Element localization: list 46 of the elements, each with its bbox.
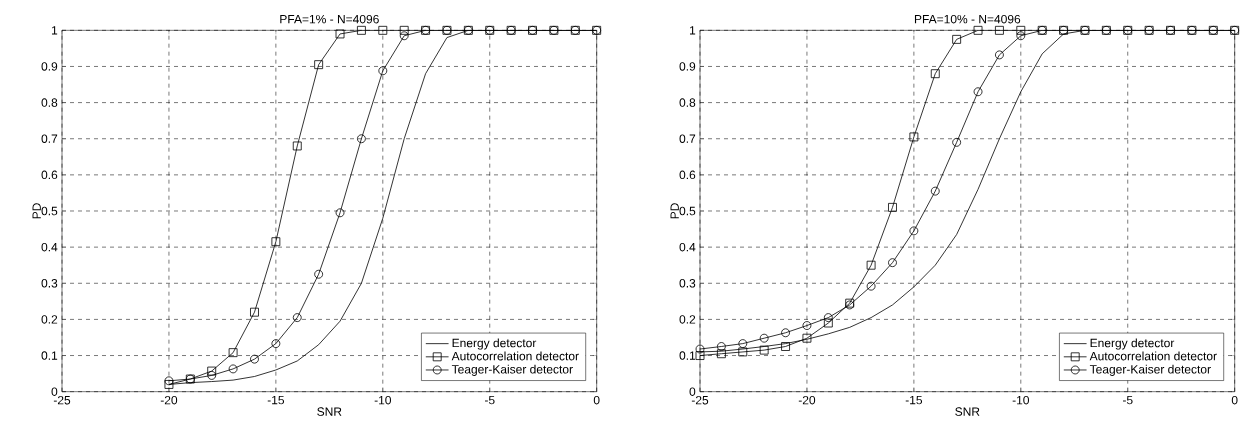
x-tick-label: 0 — [593, 395, 600, 405]
y-tick-label: 0.5 — [41, 206, 58, 216]
chart-title: PFA=1% - N=4096 — [280, 14, 379, 24]
y-tick-label: 0 — [689, 387, 696, 396]
chart-title: PFA=10% - N=4096 — [914, 14, 1021, 24]
x-tick-label: -5 — [484, 395, 495, 405]
legend-label: Teager-Kaiser detector — [451, 364, 573, 376]
x-axis-title: SNR — [955, 407, 980, 416]
y-tick-label: 0 — [51, 387, 58, 396]
y-tick-label: 0.2 — [41, 315, 58, 324]
x-tick-label: -20 — [798, 395, 816, 405]
x-tick-label: -10 — [374, 395, 392, 405]
y-tick-label: 0.1 — [41, 351, 58, 360]
legend-label: Teager-Kaiser detector — [1089, 364, 1211, 376]
x-tick-label: -15 — [905, 395, 923, 405]
legend-label: Energy detector — [1090, 338, 1175, 350]
y-tick-label: 0.8 — [679, 98, 696, 107]
y-tick-label: 0.4 — [41, 242, 58, 252]
y-tick-label: 0.6 — [679, 170, 696, 180]
y-tick-label: 0.1 — [679, 351, 696, 360]
y-tick-label: 0.3 — [679, 279, 696, 288]
x-tick-label: -5 — [1122, 395, 1133, 405]
x-tick-label: -20 — [160, 395, 178, 405]
y-tick-label: 0.7 — [41, 134, 58, 143]
y-tick-label: 0.8 — [41, 98, 58, 107]
legend-label: Energy detector — [452, 338, 537, 350]
legend-label: Autocorrelation detector — [1089, 351, 1217, 361]
y-tick-label: 1 — [51, 26, 58, 35]
x-tick-label: -15 — [267, 395, 285, 405]
x-tick-label: 0 — [1231, 395, 1238, 405]
y-tick-label: 0.9 — [41, 62, 58, 71]
legend-label: Autocorrelation detector — [451, 351, 579, 361]
y-axis-title: PD — [670, 203, 679, 219]
y-axis-title: PD — [32, 203, 41, 219]
y-tick-label: 0.9 — [679, 62, 696, 71]
y-tick-label: 0.2 — [679, 315, 696, 324]
x-tick-label: -10 — [1012, 395, 1030, 405]
y-tick-label: 0.6 — [41, 170, 58, 180]
y-tick-label: 0.7 — [679, 134, 696, 143]
y-tick-label: 1 — [689, 26, 696, 35]
y-tick-label: 0.3 — [41, 279, 58, 288]
y-tick-label: 0.5 — [679, 206, 696, 216]
x-tick-label: -25 — [691, 395, 709, 405]
x-axis-title: SNR — [317, 407, 342, 416]
y-tick-label: 0.4 — [679, 242, 696, 252]
x-tick-label: -25 — [53, 395, 71, 405]
